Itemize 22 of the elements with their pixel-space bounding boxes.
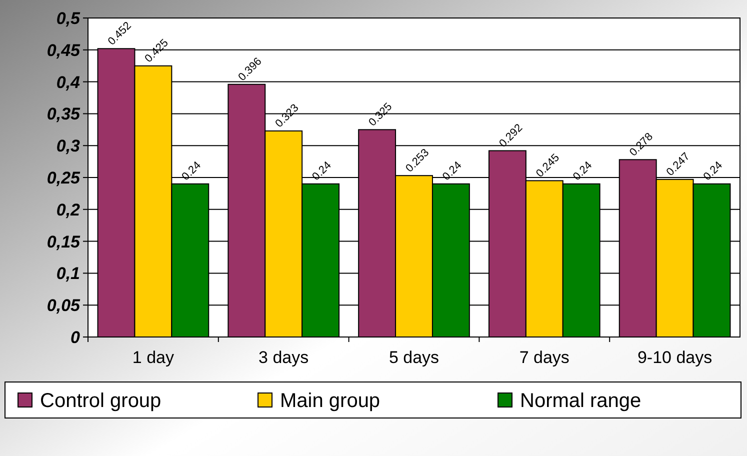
- y-tick-label: 0,2: [56, 200, 81, 220]
- data-label: 0.24: [701, 159, 726, 183]
- x-tick-label: 5 days: [388, 348, 440, 367]
- legend-label: Control group: [40, 390, 162, 412]
- y-tick-label: 0: [70, 328, 81, 347]
- y-tick-label: 0,1: [56, 264, 80, 284]
- data-label: 0.24: [570, 159, 595, 183]
- y-tick-label: 0,05: [46, 296, 81, 316]
- x-tick-label: 1 day: [132, 348, 174, 367]
- y-tick-label: 0,3: [56, 136, 81, 156]
- y-tick-label: 0,5: [56, 8, 81, 28]
- x-tick-label: 9-10 days: [637, 348, 712, 367]
- y-tick-label: 0,45: [46, 40, 81, 60]
- y-tick-label: 0,35: [46, 104, 81, 124]
- x-tick-label: 7 days: [519, 348, 570, 367]
- data-label: 0.24: [440, 159, 464, 183]
- legend-label: Main group: [280, 390, 380, 412]
- x-tick-label: 3 days: [258, 348, 309, 367]
- y-tick-label: 0,4: [56, 72, 81, 92]
- y-tick-label: 0,15: [46, 232, 81, 252]
- y-tick-label: 0,25: [46, 168, 81, 188]
- legend-label: Normal range: [520, 390, 642, 412]
